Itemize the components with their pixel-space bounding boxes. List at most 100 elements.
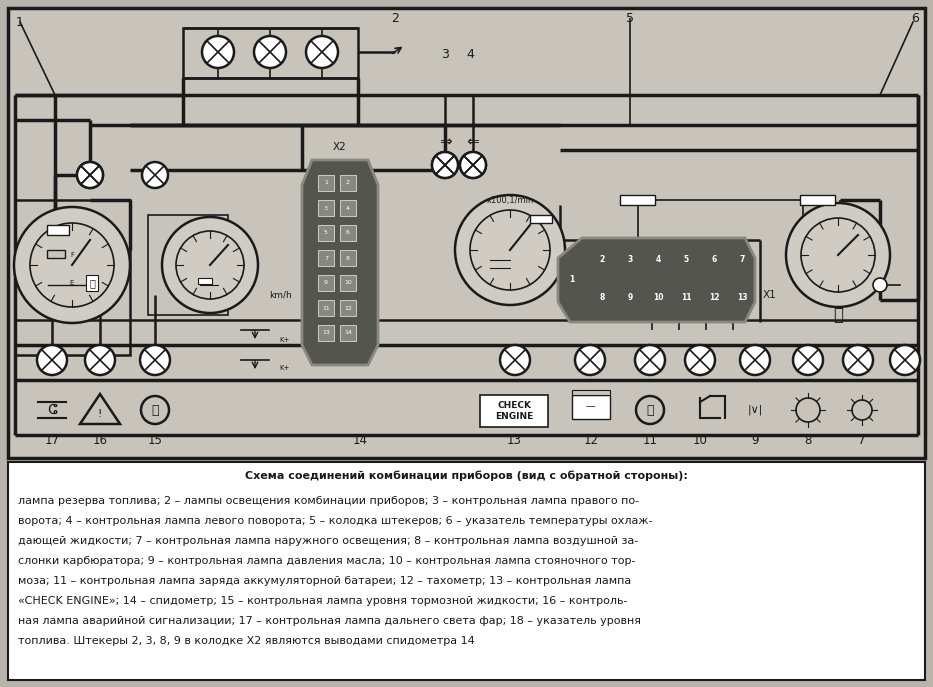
Circle shape — [843, 345, 873, 375]
Text: 17: 17 — [45, 433, 60, 447]
Circle shape — [142, 162, 168, 188]
Circle shape — [432, 152, 458, 178]
Text: дающей жидкости; 7 – контрольная лампа наружного освещения; 8 – контрольная ламп: дающей жидкости; 7 – контрольная лампа н… — [18, 536, 638, 546]
Text: 5: 5 — [324, 231, 327, 236]
Circle shape — [786, 203, 890, 307]
Text: 1: 1 — [569, 275, 575, 284]
Text: 8: 8 — [599, 293, 605, 302]
Text: 9: 9 — [324, 280, 328, 286]
Circle shape — [432, 152, 458, 178]
Text: 11: 11 — [681, 293, 691, 302]
Bar — [530, 215, 552, 223]
Text: 1: 1 — [324, 181, 327, 185]
Bar — [47, 250, 65, 258]
Polygon shape — [302, 160, 378, 365]
Bar — [800, 195, 835, 205]
Text: 12: 12 — [344, 306, 352, 311]
Text: 11: 11 — [643, 433, 658, 447]
Text: 4: 4 — [346, 205, 350, 210]
Bar — [318, 325, 334, 341]
Circle shape — [793, 345, 823, 375]
Bar — [480, 395, 548, 427]
Circle shape — [460, 152, 486, 178]
Text: 5: 5 — [626, 12, 634, 25]
Circle shape — [635, 345, 665, 375]
Circle shape — [85, 345, 115, 375]
Bar — [340, 225, 356, 241]
Bar — [572, 390, 610, 395]
Text: 3: 3 — [324, 205, 328, 210]
Text: 12: 12 — [709, 293, 719, 302]
Circle shape — [14, 207, 130, 323]
Bar — [340, 250, 356, 266]
Text: Схема соединений комбинации приборов (вид с обратной стороны):: Схема соединений комбинации приборов (ви… — [244, 471, 688, 482]
Text: 3: 3 — [627, 256, 633, 264]
Text: F: F — [70, 252, 74, 258]
Circle shape — [306, 36, 338, 68]
Circle shape — [575, 345, 605, 375]
Circle shape — [455, 195, 565, 305]
Bar — [8, 8, 925, 458]
Text: ⇒: ⇒ — [439, 135, 452, 150]
Text: Ⓐ: Ⓐ — [151, 403, 159, 416]
Text: 2: 2 — [599, 256, 605, 264]
Text: 8: 8 — [804, 433, 812, 447]
Bar — [148, 215, 228, 315]
Text: 2: 2 — [391, 12, 399, 25]
Text: моза; 11 – контрольная лампа заряда аккумуляторной батареи; 12 – тахометр; 13 – : моза; 11 – контрольная лампа заряда акку… — [18, 576, 632, 586]
Bar — [198, 278, 212, 284]
Text: 13: 13 — [507, 433, 522, 447]
Bar — [340, 275, 356, 291]
Bar — [47, 225, 69, 235]
Text: 13: 13 — [737, 293, 747, 302]
Bar — [8, 462, 925, 680]
Text: 15: 15 — [147, 433, 162, 447]
Text: 7: 7 — [739, 256, 745, 264]
Text: |∨|: |∨| — [747, 405, 762, 415]
Text: 8: 8 — [346, 256, 350, 260]
Circle shape — [162, 217, 258, 313]
Bar — [318, 175, 334, 191]
Text: 7: 7 — [858, 433, 866, 447]
Text: ⇐: ⇐ — [466, 135, 480, 150]
Circle shape — [202, 36, 234, 68]
Text: 10: 10 — [344, 280, 352, 286]
Text: 3: 3 — [441, 49, 449, 62]
Text: 13: 13 — [322, 330, 330, 335]
Text: 9: 9 — [751, 433, 759, 447]
Text: ‒‒: ‒‒ — [586, 403, 596, 412]
Text: 5: 5 — [684, 256, 689, 264]
Text: CHECK
ENGINE: CHECK ENGINE — [494, 401, 533, 420]
Text: 10: 10 — [653, 293, 663, 302]
Text: «CHECK ENGINE»; 14 – спидометр; 15 – контрольная лампа уровня тормозной жидкости: «CHECK ENGINE»; 14 – спидометр; 15 – кон… — [18, 596, 628, 606]
Bar — [318, 225, 334, 241]
Text: 16: 16 — [92, 433, 107, 447]
Text: 1: 1 — [16, 16, 24, 28]
Text: 6: 6 — [711, 256, 717, 264]
Text: 14: 14 — [344, 330, 352, 335]
Text: ⏚: ⏚ — [833, 306, 843, 324]
Circle shape — [685, 345, 715, 375]
Text: слонки карбюратора; 9 – контрольная лампа давления масла; 10 – контрольная лампа: слонки карбюратора; 9 – контрольная ламп… — [18, 556, 635, 566]
Text: 11: 11 — [322, 306, 330, 311]
Text: Ⓟ: Ⓟ — [647, 403, 654, 416]
Text: ⛽: ⛽ — [89, 278, 95, 288]
Bar — [86, 275, 98, 291]
Text: 2: 2 — [346, 181, 350, 185]
Circle shape — [890, 345, 920, 375]
Text: !: ! — [98, 409, 103, 419]
Text: E: E — [70, 280, 75, 286]
Bar — [620, 195, 655, 205]
Text: 14: 14 — [353, 433, 368, 447]
Text: 10: 10 — [692, 433, 707, 447]
Circle shape — [460, 152, 486, 178]
Bar — [340, 175, 356, 191]
Text: 4: 4 — [655, 256, 661, 264]
Text: лампа резерва топлива; 2 – лампы освещения комбинации приборов; 3 – контрольная : лампа резерва топлива; 2 – лампы освещен… — [18, 496, 639, 506]
Circle shape — [77, 162, 103, 188]
Polygon shape — [558, 238, 755, 322]
Bar — [340, 200, 356, 216]
Text: ная лампа аварийной сигнализации; 17 – контрольная лампа дальнего света фар; 18 : ная лампа аварийной сигнализации; 17 – к… — [18, 616, 641, 626]
Text: ворота; 4 – контрольная лампа левого поворота; 5 – колодка штекеров; 6 – указате: ворота; 4 – контрольная лампа левого пов… — [18, 516, 652, 526]
Text: X1: X1 — [763, 290, 777, 300]
